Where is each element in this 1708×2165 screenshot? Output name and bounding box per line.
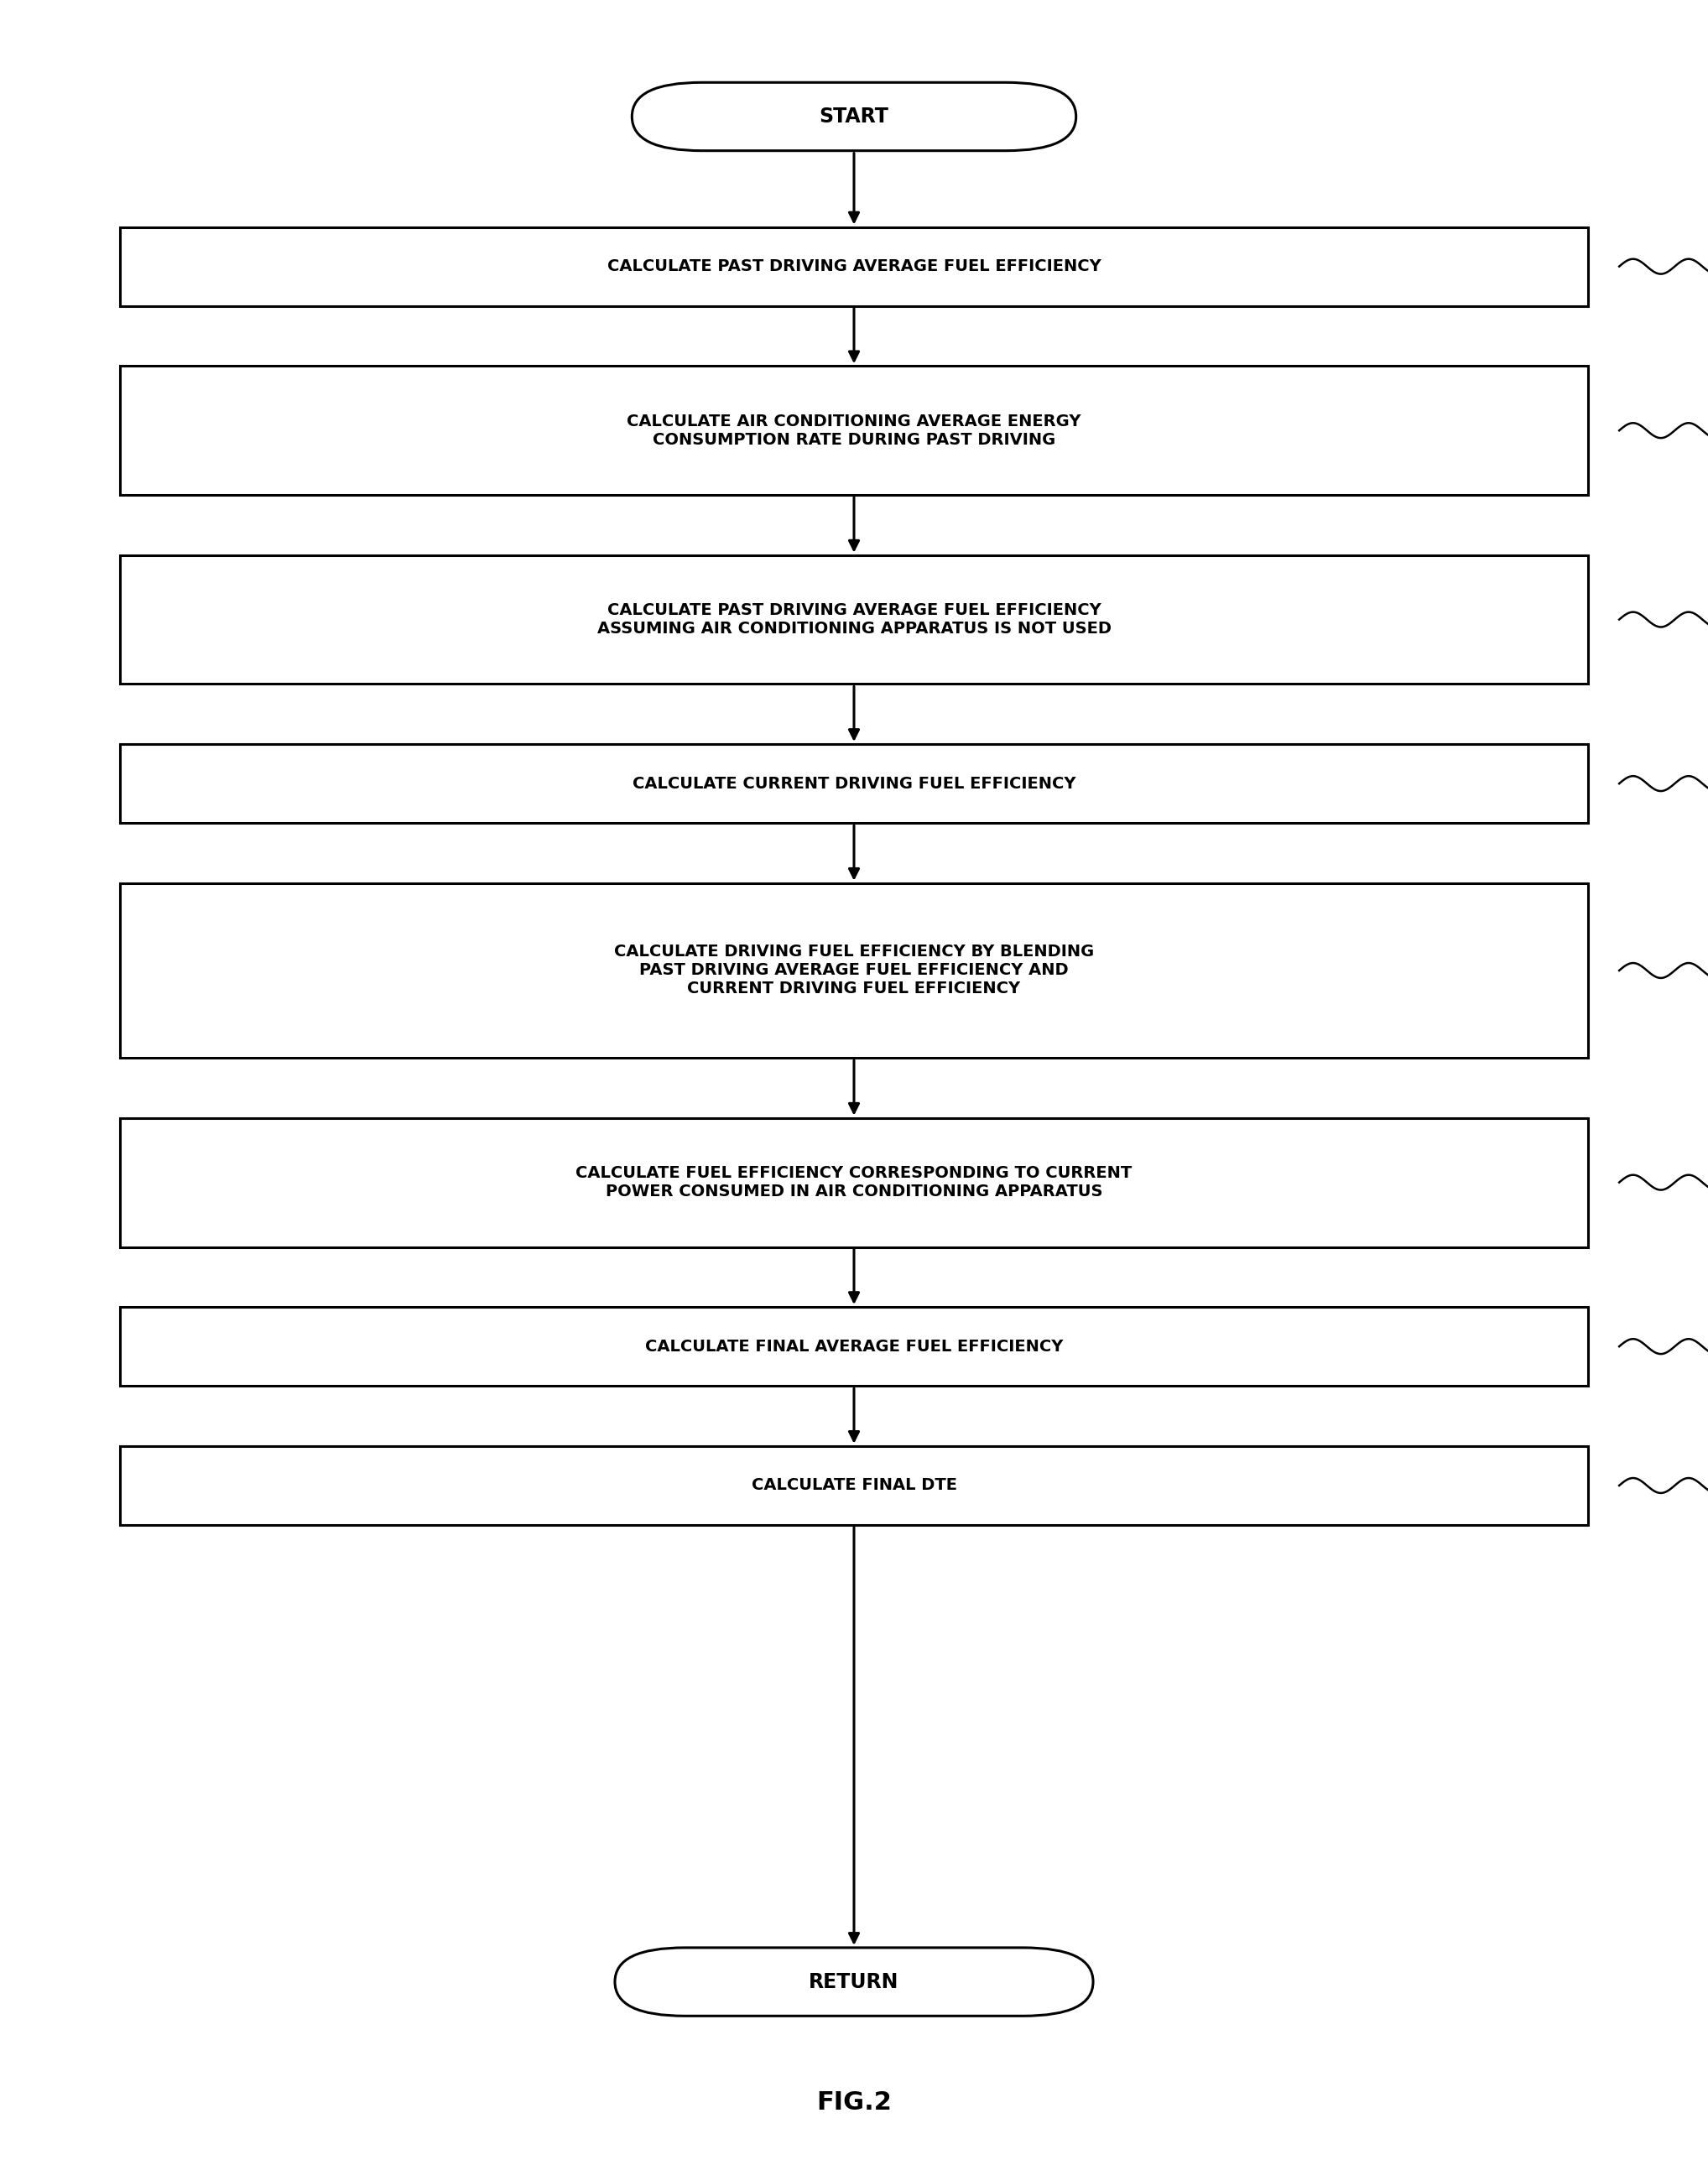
Text: RETURN: RETURN bbox=[810, 1972, 898, 1992]
FancyBboxPatch shape bbox=[120, 1117, 1588, 1247]
Text: CALCULATE AIR CONDITIONING AVERAGE ENERGY
CONSUMPTION RATE DURING PAST DRIVING: CALCULATE AIR CONDITIONING AVERAGE ENERG… bbox=[627, 414, 1081, 448]
FancyBboxPatch shape bbox=[120, 554, 1588, 684]
FancyBboxPatch shape bbox=[632, 82, 1076, 152]
Text: CALCULATE CURRENT DRIVING FUEL EFFICIENCY: CALCULATE CURRENT DRIVING FUEL EFFICIENC… bbox=[632, 775, 1076, 792]
Text: CALCULATE PAST DRIVING AVERAGE FUEL EFFICIENCY: CALCULATE PAST DRIVING AVERAGE FUEL EFFI… bbox=[606, 258, 1102, 275]
Text: CALCULATE FUEL EFFICIENCY CORRESPONDING TO CURRENT
POWER CONSUMED IN AIR CONDITI: CALCULATE FUEL EFFICIENCY CORRESPONDING … bbox=[576, 1165, 1132, 1199]
Text: CALCULATE DRIVING FUEL EFFICIENCY BY BLENDING
PAST DRIVING AVERAGE FUEL EFFICIEN: CALCULATE DRIVING FUEL EFFICIENCY BY BLE… bbox=[613, 944, 1095, 996]
FancyBboxPatch shape bbox=[120, 883, 1588, 1059]
Text: CALCULATE FINAL AVERAGE FUEL EFFICIENCY: CALCULATE FINAL AVERAGE FUEL EFFICIENCY bbox=[646, 1338, 1062, 1355]
FancyBboxPatch shape bbox=[615, 1948, 1093, 2016]
Text: START: START bbox=[820, 106, 888, 126]
Text: FIG.2: FIG.2 bbox=[816, 2091, 892, 2115]
FancyBboxPatch shape bbox=[120, 1308, 1588, 1386]
Text: CALCULATE FINAL DTE: CALCULATE FINAL DTE bbox=[752, 1477, 956, 1494]
Text: CALCULATE PAST DRIVING AVERAGE FUEL EFFICIENCY
ASSUMING AIR CONDITIONING APPARAT: CALCULATE PAST DRIVING AVERAGE FUEL EFFI… bbox=[596, 602, 1112, 637]
FancyBboxPatch shape bbox=[120, 1446, 1588, 1524]
FancyBboxPatch shape bbox=[120, 366, 1588, 496]
FancyBboxPatch shape bbox=[120, 745, 1588, 823]
FancyBboxPatch shape bbox=[120, 227, 1588, 305]
